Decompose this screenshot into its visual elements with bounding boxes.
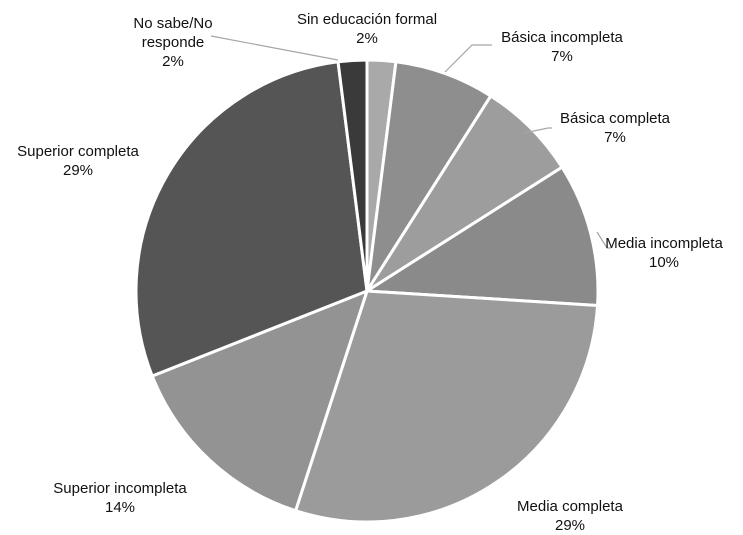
pie-slice-media-completa [293,289,600,524]
data-label-basica-completa: Básica completa 7% [560,110,671,146]
leader-line-no-sabe-no-responde [210,35,339,61]
data-label-sin-educacion-formal: Sin educación formal 2% [297,11,437,47]
pie-slice-basica-incompleta [365,60,493,292]
leader-line-media-incompleta [596,231,611,249]
data-label-basica-incompleta: Básica incompleta 7% [501,29,623,65]
data-label-media-incompleta: Media incompleta 10% [605,235,723,271]
data-label-media-completa: Media completa 29% [517,498,624,534]
pie-slice-media-incompleta [362,165,600,308]
data-label-superior-completa: Superior completa 29% [17,143,139,179]
labels-layer: Sin educación formal 2% Básica incompleta 7… [17,11,723,534]
data-label-superior-incompleta: Superior incompleta 14% [53,480,187,516]
pie-slice-superior-incompleta [150,288,370,513]
data-label-no-sabe-no-responde: No sabe/No responde 2% [133,15,212,70]
leader-lines-layer [210,35,611,249]
pie-slice-no-sabe-no-responde [336,58,369,292]
slices-layer [134,58,600,524]
pie-slice-superior-completa [134,60,369,378]
pie-slice-basica-completa [365,93,565,293]
leader-line-basica-incompleta [444,44,492,73]
leader-line-basica-completa [523,127,552,134]
